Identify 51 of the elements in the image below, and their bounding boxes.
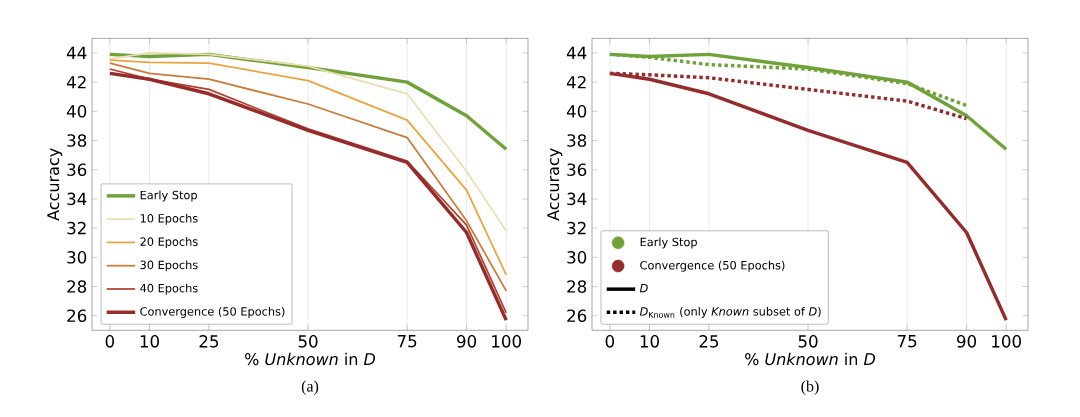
y-tick-label: 44	[66, 46, 87, 59]
legend-label: 10 Epochs	[140, 213, 198, 225]
y-tick-label: 38	[67, 134, 87, 147]
x-tick-label: 90	[457, 335, 477, 348]
y-tick-label: 40	[66, 105, 87, 118]
y-tick-label: 28	[567, 280, 587, 293]
line-series	[108, 52, 508, 232]
x-tick-label: 0	[605, 335, 615, 348]
x-tick-label: 10	[140, 335, 159, 348]
y-axis-title: Accuracy	[547, 148, 563, 221]
y-tick-label: 32	[567, 221, 586, 235]
y-tick-label: 26	[567, 309, 587, 323]
legend-label: 40 Epochs	[140, 283, 198, 295]
y-tick-label: 28	[67, 280, 87, 293]
x-tick-label: 90	[957, 335, 977, 348]
y-tick-label: 34	[67, 192, 87, 206]
text: (a)	[301, 380, 319, 395]
y-tick-label: 40	[566, 105, 587, 118]
x-tick-label: 10	[640, 335, 659, 348]
y-tick-label: 36	[67, 163, 87, 177]
x-tick-label: 50	[798, 335, 818, 348]
x-tick-label: 0	[105, 335, 115, 348]
legend-label: Convergence (50 Epochs)	[140, 306, 285, 318]
x-tick-label: 25	[199, 335, 219, 348]
x-axis-title: % Unknown in D	[745, 352, 876, 366]
y-tick-label: 42	[566, 75, 586, 89]
y-tick-label: 30	[567, 251, 587, 264]
x-tick-label: 75	[897, 335, 917, 348]
annotation: D	[639, 284, 648, 293]
y-tick-label: 30	[67, 251, 87, 264]
x-axis-title: % Unknown in D	[245, 352, 376, 366]
y-tick-label: 32	[67, 221, 86, 235]
legend-label: 30 Epochs	[140, 260, 198, 272]
y-tick-label: 38	[567, 134, 587, 147]
y-tick-label: 42	[66, 75, 86, 89]
x-tick-label: 25	[699, 335, 719, 348]
y-axis-title: Accuracy	[47, 148, 63, 221]
y-tick-label: 36	[567, 163, 587, 177]
legend-label: Early Stop	[140, 190, 197, 202]
y-tick-label: 44	[566, 46, 587, 59]
y-tick-label: 34	[567, 192, 587, 206]
legend-label: Convergence (50 Epochs)	[640, 260, 785, 272]
x-tick-label: 75	[397, 335, 417, 348]
legend-label: 20 Epochs	[140, 237, 198, 249]
legend-label: Early Stop	[640, 237, 697, 249]
x-tick-label: 50	[298, 335, 318, 348]
y-tick-label: 26	[67, 309, 87, 323]
x-tick-label: 100	[992, 335, 1021, 348]
x-tick-label: 100	[492, 335, 521, 348]
text: (b)	[801, 380, 819, 395]
annotation: D$_{Known}$ (only Known subset of D)	[639, 306, 821, 318]
